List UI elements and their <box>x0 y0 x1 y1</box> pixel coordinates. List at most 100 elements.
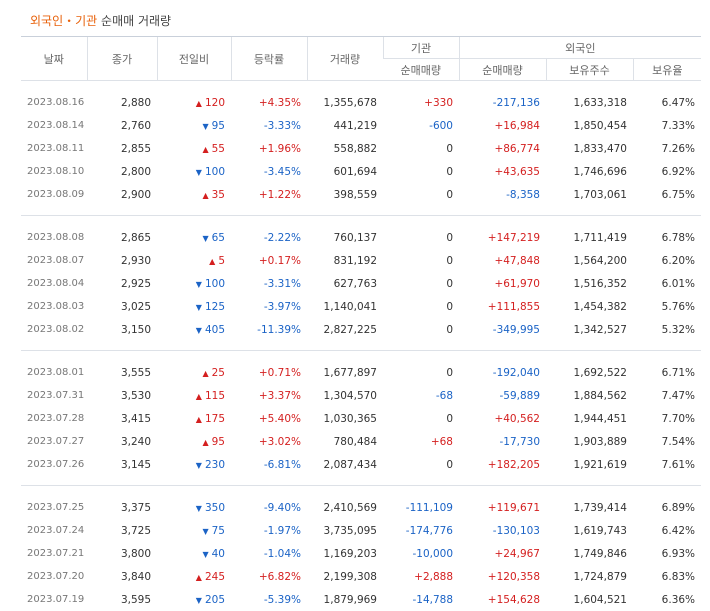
cell-date: 2023.07.27 <box>21 430 87 453</box>
cell-foreign-net: +47,848 <box>459 249 546 272</box>
cell-foreign-ratio: 6.47% <box>633 91 701 114</box>
cell-volume: 1,677,897 <box>307 361 383 384</box>
triangle-up-icon: ▲ <box>209 257 215 266</box>
cell-change: ▲55 <box>157 137 231 160</box>
cell-rate: +1.22% <box>231 183 307 206</box>
cell-inst-net: 0 <box>383 137 459 160</box>
cell-inst-net: 0 <box>383 361 459 384</box>
triangle-down-icon: ▼ <box>202 122 208 131</box>
col-volume: 거래량 <box>307 37 383 81</box>
cell-foreign-hold: 1,342,527 <box>546 318 633 341</box>
cell-volume: 2,827,225 <box>307 318 383 341</box>
cell-foreign-net: +86,774 <box>459 137 546 160</box>
cell-foreign-hold: 1,564,200 <box>546 249 633 272</box>
cell-foreign-ratio: 7.33% <box>633 114 701 137</box>
cell-rate: +4.35% <box>231 91 307 114</box>
cell-foreign-net: +24,967 <box>459 542 546 565</box>
cell-close: 2,760 <box>87 114 157 137</box>
cell-close: 3,530 <box>87 384 157 407</box>
cell-foreign-net: -8,358 <box>459 183 546 206</box>
change-value: 95 <box>212 436 225 448</box>
cell-rate: -6.81% <box>231 453 307 476</box>
cell-foreign-net: +40,562 <box>459 407 546 430</box>
cell-foreign-hold: 1,604,521 <box>546 588 633 611</box>
cell-foreign-hold: 1,850,454 <box>546 114 633 137</box>
cell-volume: 627,763 <box>307 272 383 295</box>
cell-foreign-net: -17,730 <box>459 430 546 453</box>
change-value: 175 <box>205 413 225 425</box>
cell-foreign-net: -217,136 <box>459 91 546 114</box>
triangle-down-icon: ▼ <box>196 280 202 289</box>
title-volume: 순매매 거래량 <box>101 14 171 28</box>
change-value: 75 <box>212 525 225 537</box>
cell-foreign-net: +147,219 <box>459 226 546 249</box>
cell-close: 3,375 <box>87 496 157 519</box>
cell-date: 2023.08.11 <box>21 137 87 160</box>
group-separator <box>21 206 701 216</box>
col-foreign-ratio: 보유율 <box>633 59 701 81</box>
cell-change: ▼75 <box>157 519 231 542</box>
col-foreign-net: 순매매량 <box>459 59 546 81</box>
cell-close: 2,800 <box>87 160 157 183</box>
cell-close: 2,855 <box>87 137 157 160</box>
cell-foreign-net: +111,855 <box>459 295 546 318</box>
cell-foreign-ratio: 7.26% <box>633 137 701 160</box>
cell-change: ▲175 <box>157 407 231 430</box>
cell-change: ▲95 <box>157 430 231 453</box>
cell-volume: 1,030,365 <box>307 407 383 430</box>
cell-close: 3,840 <box>87 565 157 588</box>
cell-rate: -5.39% <box>231 588 307 611</box>
cell-close: 2,930 <box>87 249 157 272</box>
cell-date: 2023.08.07 <box>21 249 87 272</box>
cell-foreign-ratio: 5.32% <box>633 318 701 341</box>
cell-change: ▼125 <box>157 295 231 318</box>
cell-date: 2023.07.20 <box>21 565 87 588</box>
cell-rate: -3.33% <box>231 114 307 137</box>
cell-inst-net: -600 <box>383 114 459 137</box>
cell-close: 2,880 <box>87 91 157 114</box>
cell-volume: 1,879,969 <box>307 588 383 611</box>
cell-inst-net: -174,776 <box>383 519 459 542</box>
cell-foreign-hold: 1,739,414 <box>546 496 633 519</box>
cell-inst-net: 0 <box>383 272 459 295</box>
cell-foreign-ratio: 6.92% <box>633 160 701 183</box>
change-value: 125 <box>205 301 225 313</box>
cell-date: 2023.07.25 <box>21 496 87 519</box>
col-inst-net: 순매매량 <box>383 59 459 81</box>
cell-foreign-ratio: 6.89% <box>633 496 701 519</box>
cell-foreign-hold: 1,711,419 <box>546 226 633 249</box>
cell-change: ▼95 <box>157 114 231 137</box>
title-investor: 외국인・기관 <box>30 14 97 28</box>
cell-volume: 601,694 <box>307 160 383 183</box>
cell-inst-net: 0 <box>383 160 459 183</box>
cell-volume: 780,484 <box>307 430 383 453</box>
col-institution: 기관 <box>383 37 459 59</box>
cell-foreign-net: +61,970 <box>459 272 546 295</box>
cell-close: 3,145 <box>87 453 157 476</box>
cell-inst-net: +2,888 <box>383 565 459 588</box>
group-separator <box>21 341 701 351</box>
investor-trading-table: 날짜 종가 전일비 등락률 거래량 기관 외국인 순매매량 순매매량 보유주수 … <box>21 36 701 611</box>
cell-change: ▼405 <box>157 318 231 341</box>
cell-foreign-ratio: 6.71% <box>633 361 701 384</box>
cell-date: 2023.08.01 <box>21 361 87 384</box>
cell-foreign-hold: 1,746,696 <box>546 160 633 183</box>
cell-foreign-net: +119,671 <box>459 496 546 519</box>
cell-rate: -1.97% <box>231 519 307 542</box>
group-gap <box>21 351 701 362</box>
cell-inst-net: 0 <box>383 249 459 272</box>
cell-inst-net: 0 <box>383 318 459 341</box>
cell-inst-net: 0 <box>383 183 459 206</box>
